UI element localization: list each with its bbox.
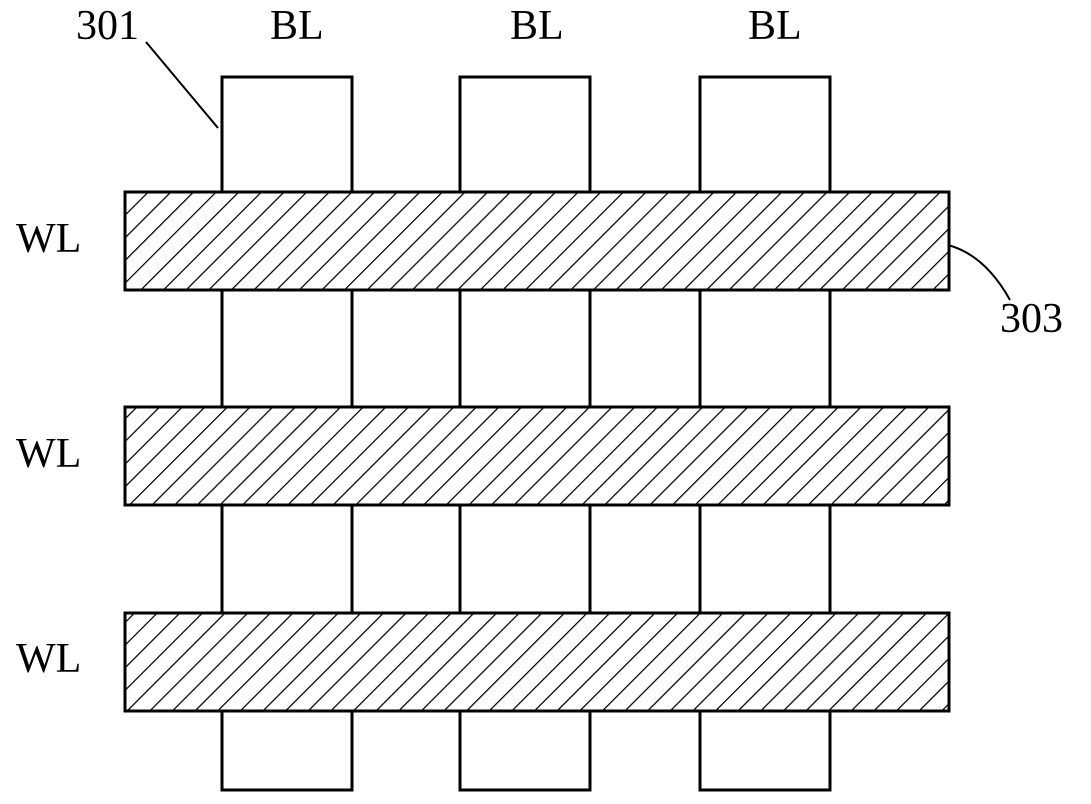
label-bl-3: BL — [748, 2, 802, 50]
label-301: 301 — [76, 2, 139, 50]
word-line-1-hatch — [125, 192, 949, 290]
label-wl-3: WL — [16, 635, 81, 683]
label-303: 303 — [1000, 295, 1063, 343]
diagram-svg — [0, 0, 1091, 799]
memory-array-diagram: 301 BL BL BL WL WL WL 303 — [0, 0, 1091, 799]
leader-line-303 — [948, 245, 1010, 300]
label-bl-2: BL — [510, 2, 564, 50]
word-line-2-hatch — [125, 407, 949, 505]
label-wl-2: WL — [16, 430, 81, 478]
label-wl-1: WL — [16, 215, 81, 263]
word-line-3-hatch — [125, 613, 949, 711]
label-bl-1: BL — [270, 2, 324, 50]
leader-line-301 — [146, 42, 218, 128]
